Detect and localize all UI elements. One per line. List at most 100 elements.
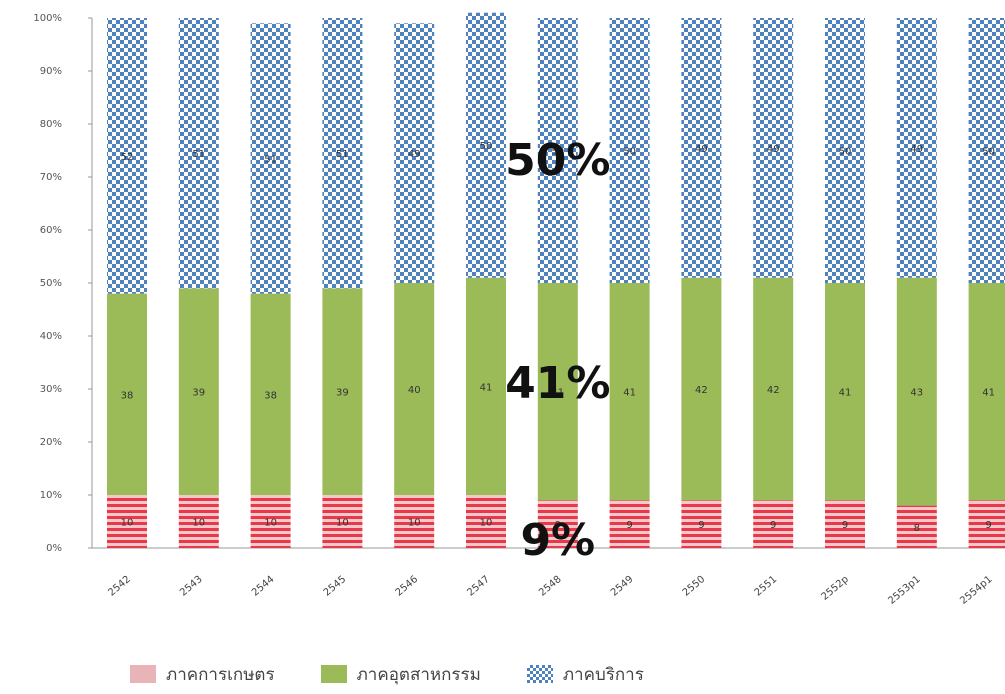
data-label-industry: 43 (910, 388, 923, 399)
bar-segment-services (178, 18, 219, 289)
x-tick-label: 2554p1 (958, 574, 994, 607)
bar-segment-agriculture (825, 500, 865, 548)
y-tick-label: 20% (40, 437, 62, 448)
bar-segment-agriculture (322, 495, 363, 548)
bar-segment-agriculture (753, 500, 794, 548)
x-tick-label: 2550 (681, 574, 708, 599)
x-tick-label: 2551 (753, 574, 780, 599)
x-tick-label: 2552p (819, 574, 850, 603)
bar-segment-services (466, 12, 506, 278)
bar-segment-industry (178, 288, 219, 495)
data-label-agriculture: 9 (842, 520, 848, 531)
data-label-agriculture: 10 (336, 518, 349, 529)
y-tick-label: 40% (40, 331, 62, 342)
data-label-agriculture: 9 (770, 520, 776, 531)
legend-label-industry: ภาคอุตสาหกรรม (356, 664, 481, 685)
legend-item-agriculture: ภาคการเกษตร (130, 661, 275, 688)
bar-segment-industry (107, 293, 147, 495)
data-label-services: 49 (695, 144, 708, 155)
data-label-agriculture: 8 (914, 523, 920, 534)
bar-segment-industry (609, 283, 650, 501)
y-tick-label: 50% (40, 278, 62, 289)
bar-segment-agriculture (178, 495, 219, 548)
data-label-services: 51 (192, 149, 205, 160)
data-label-services: 52 (121, 152, 134, 163)
bar-segment-services (825, 18, 865, 283)
data-label-services: 49 (767, 144, 780, 155)
bar-segment-agriculture (250, 495, 291, 548)
data-label-agriculture: 10 (192, 518, 205, 529)
bar-segment-agriculture (968, 500, 1005, 548)
y-tick-label: 90% (40, 66, 62, 77)
legend: ภาคการเกษตร ภาคอุตสาหกรรม ภาคบริการ (130, 662, 950, 686)
data-label-services: 51 (336, 149, 349, 160)
bar-segment-services (968, 18, 1005, 283)
bar-segment-industry (537, 283, 578, 501)
data-label-industry: 42 (767, 385, 780, 396)
x-tick-label: 2542 (106, 574, 133, 599)
x-tick-label: 2553p1 (886, 574, 922, 607)
data-label-industry: 38 (264, 390, 277, 401)
x-tick-label: 2544 (250, 574, 277, 599)
bar-segment-agriculture (681, 500, 722, 548)
bar-segment-industry (896, 277, 937, 506)
data-label-agriculture: 10 (408, 518, 421, 529)
data-label-agriculture: 9 (626, 520, 632, 531)
bar-segment-industry (250, 293, 291, 495)
y-tick-label: 100% (33, 13, 62, 24)
data-label-industry: 40 (408, 385, 421, 396)
data-label-services: 50 (480, 141, 493, 152)
bar-segment-industry (753, 277, 794, 501)
x-tick-label: 2543 (178, 574, 205, 599)
bar-segment-industry (322, 288, 363, 495)
data-label-services: 50 (982, 147, 995, 158)
data-label-industry: 39 (336, 388, 349, 399)
data-label-services: 51 (264, 154, 277, 165)
bar-segment-agriculture (609, 500, 650, 548)
bar-segment-services (250, 23, 291, 294)
x-tick-label: 2549 (609, 574, 636, 599)
data-label-services: 49 (408, 149, 421, 160)
bar-segment-industry (681, 277, 722, 501)
bar-segment-industry (825, 283, 865, 501)
data-label-industry: 41 (839, 388, 852, 399)
legend-item-industry: ภาคอุตสาหกรรม (320, 661, 481, 688)
bar-segment-services (322, 18, 363, 289)
bar-segment-services (609, 18, 650, 283)
data-label-services: 49 (910, 144, 923, 155)
legend-label-services: ภาคบริการ (562, 664, 644, 685)
data-label-agriculture: 10 (121, 518, 134, 529)
bar-segment-industry (968, 283, 1005, 501)
legend-swatch-agriculture (130, 665, 156, 683)
data-label-agriculture: 9 (698, 520, 704, 531)
overlay-annotation: 9% (520, 515, 595, 566)
legend-swatch-industry (320, 665, 347, 683)
bar-segment-agriculture (896, 505, 937, 548)
data-label-agriculture: 9 (985, 520, 991, 531)
data-label-agriculture: 10 (480, 518, 493, 529)
data-label-agriculture: 10 (264, 518, 277, 529)
data-label-agriculture: 9 (555, 520, 561, 531)
bar-segment-services (107, 18, 147, 294)
data-label-industry: 42 (695, 385, 708, 396)
x-tick-label: 2547 (465, 574, 492, 599)
bar-segment-services (753, 18, 794, 278)
bar-segment-services (896, 18, 937, 278)
overlay-annotation: 41% (505, 358, 610, 409)
bar-segment-industry (466, 277, 506, 495)
data-label-services: 50 (839, 147, 852, 158)
data-label-services: 50 (551, 147, 564, 158)
data-label-industry: 41 (623, 388, 636, 399)
y-tick-label: 80% (40, 119, 62, 130)
bar-segment-services (394, 23, 435, 284)
overlay-annotation: 50% (505, 135, 610, 186)
data-label-industry: 38 (121, 390, 134, 401)
y-tick-label: 10% (40, 490, 62, 501)
y-tick-label: 70% (40, 172, 62, 183)
bar-segment-agriculture (394, 495, 435, 548)
legend-item-services: ภาคบริการ (526, 661, 644, 688)
y-tick-label: 0% (46, 543, 62, 554)
bar-segment-industry (394, 283, 435, 495)
data-label-services: 50 (623, 147, 636, 158)
